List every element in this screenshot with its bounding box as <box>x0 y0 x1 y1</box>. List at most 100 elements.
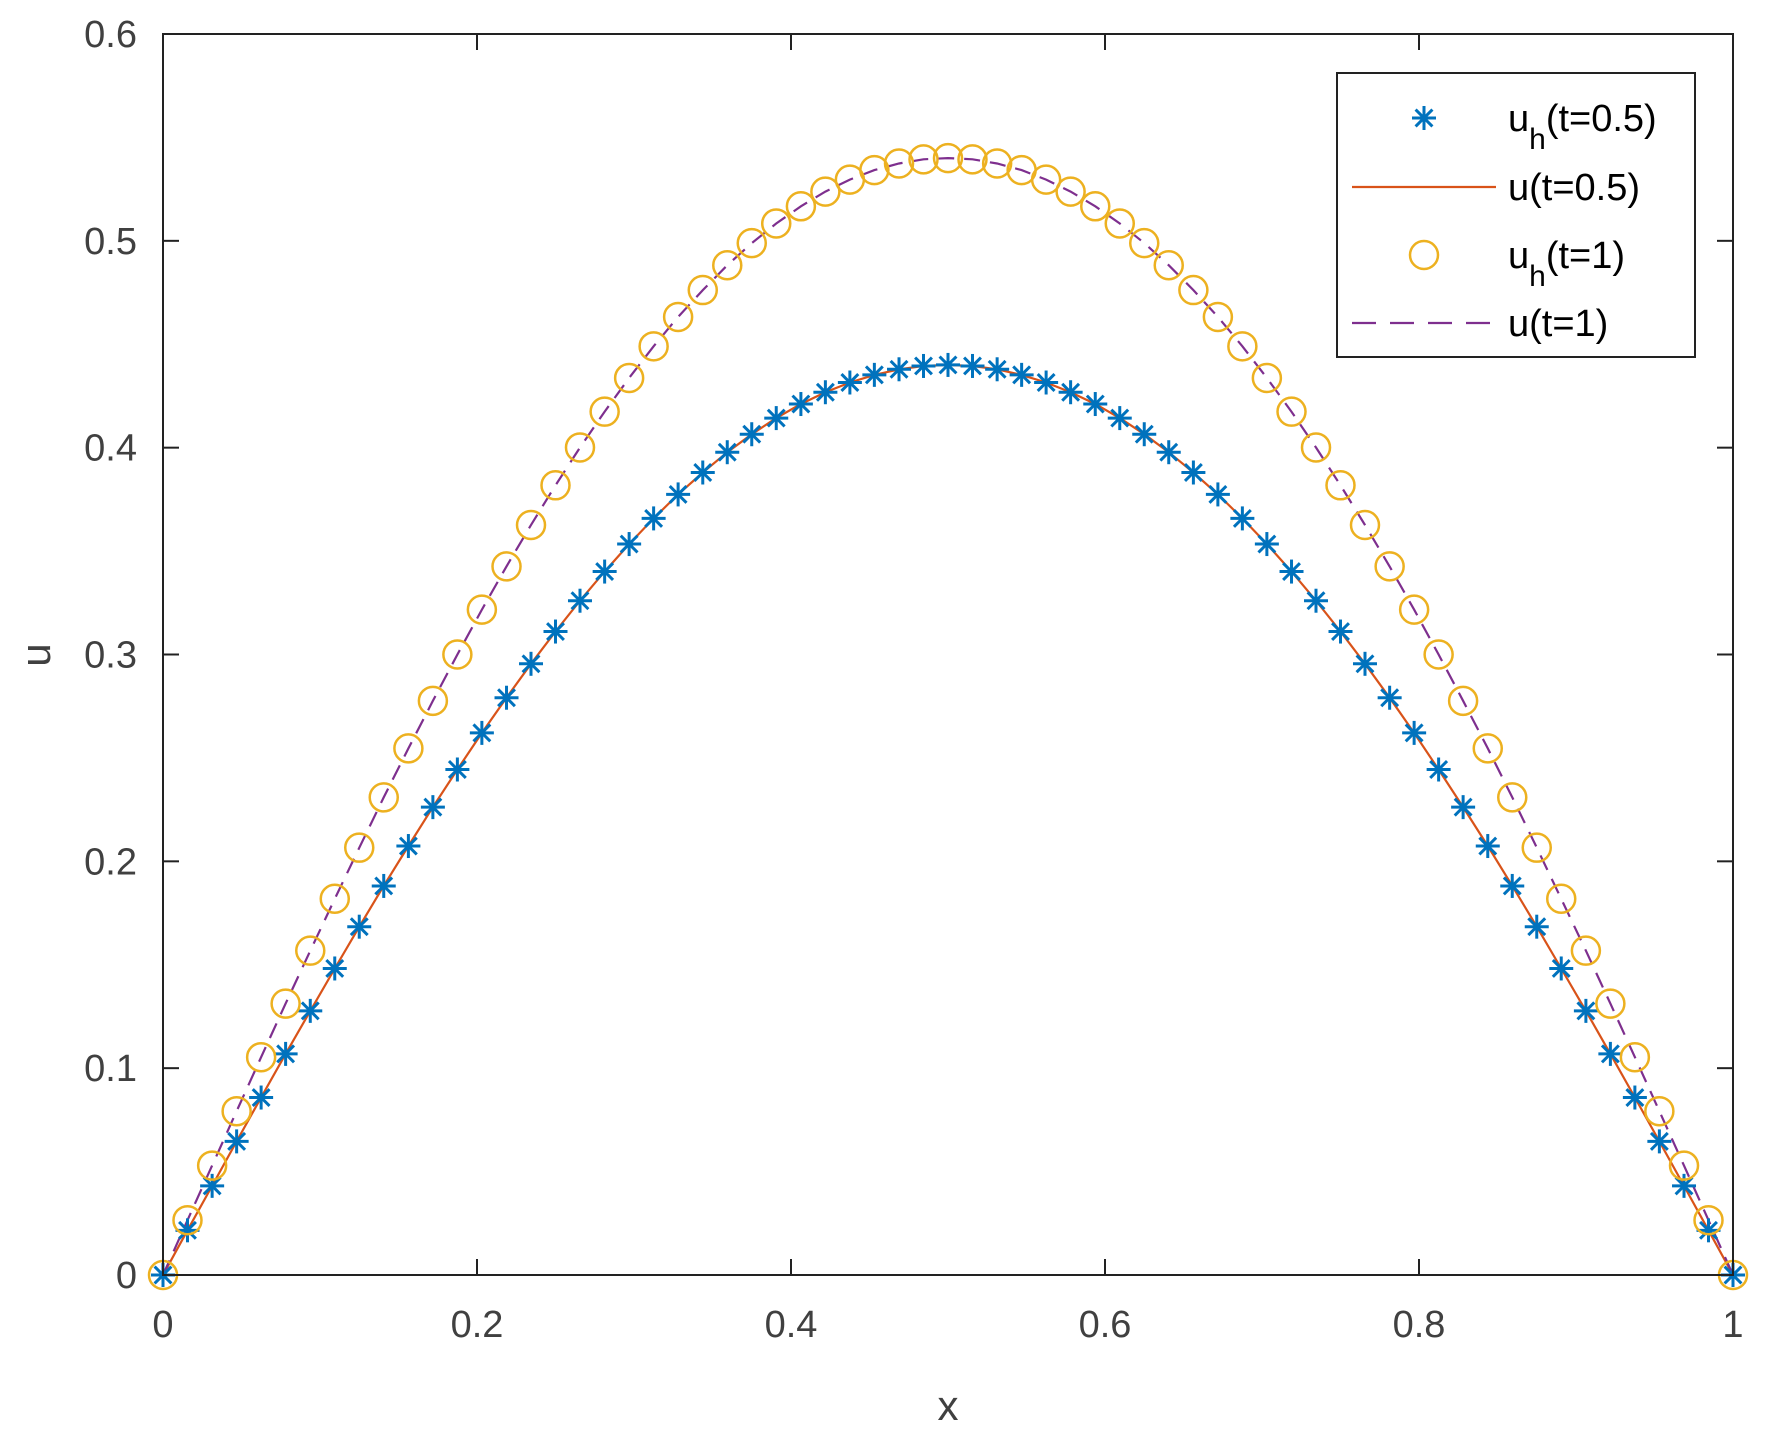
data-point <box>1132 422 1157 447</box>
ticks: 0 0.2 0.4 0.6 0.8 1 0 0.1 0.2 0.3 0.4 0.5 0.6 <box>84 14 1743 1346</box>
data-point <box>1622 1085 1647 1110</box>
data-point <box>1595 988 1626 1019</box>
x-tick-label: 0 <box>152 1304 173 1346</box>
legend-label: uh(t=1) <box>1508 235 1625 293</box>
data-point <box>1083 392 1108 417</box>
data-point <box>739 422 764 447</box>
data-point <box>641 506 666 531</box>
data-point <box>1080 191 1111 222</box>
data-point <box>1349 509 1381 541</box>
legend-asterisk-marker-icon <box>1412 106 1436 130</box>
data-point <box>613 362 645 394</box>
data-point <box>368 782 399 813</box>
data-point <box>810 176 841 207</box>
data-point <box>224 1129 249 1154</box>
data-point <box>420 795 445 820</box>
y-tick-label: 0.6 <box>84 14 137 56</box>
data-point <box>245 1041 277 1073</box>
data-point <box>347 914 372 939</box>
data-point <box>985 357 1010 382</box>
data-point <box>1205 482 1230 507</box>
legend-box <box>1336 72 1696 358</box>
data-point <box>1570 935 1602 966</box>
data-point <box>445 757 470 782</box>
series-markers-u-h-t-0-5- <box>151 352 1745 1287</box>
data-point <box>1644 1095 1675 1127</box>
data-point <box>1619 1041 1651 1073</box>
data-point <box>1279 559 1304 584</box>
data-point <box>1402 720 1427 745</box>
data-point <box>295 935 326 966</box>
legend-label: uh(t=0.5) <box>1508 98 1657 156</box>
data-point <box>932 142 964 174</box>
data-point <box>617 532 642 557</box>
legend-item-u-t-0-5-: u(t=0.5) <box>1352 167 1640 209</box>
data-point <box>957 144 988 175</box>
data-point <box>736 227 767 259</box>
data-point <box>344 832 375 863</box>
data-point <box>887 357 912 382</box>
data-point <box>1178 274 1209 306</box>
legend-label: u(t=0.5) <box>1508 167 1640 209</box>
data-point <box>908 144 939 175</box>
data-point <box>1104 208 1136 239</box>
data-point <box>1251 362 1283 394</box>
data-point <box>764 406 789 431</box>
data-point <box>322 956 347 981</box>
data-point <box>1500 873 1525 898</box>
data-point <box>371 873 396 898</box>
series-line-u-t-0-5- <box>162 363 1734 1276</box>
data-point <box>1300 432 1332 463</box>
data-point <box>417 685 449 717</box>
data-point <box>469 720 494 745</box>
data-point <box>1230 506 1255 531</box>
data-point <box>466 594 498 625</box>
data-point <box>662 301 694 333</box>
data-point <box>1524 914 1549 939</box>
data-point <box>249 1085 274 1110</box>
data-point <box>1328 619 1353 644</box>
data-point <box>981 148 1013 179</box>
data-point <box>273 1041 298 1066</box>
data-point <box>1009 362 1034 387</box>
data-point <box>1156 440 1181 465</box>
data-point <box>1377 685 1402 710</box>
data-point <box>1107 406 1132 431</box>
legend-item-u-h-t-0-5-: uh(t=0.5) <box>1412 98 1657 156</box>
data-point <box>221 1095 252 1127</box>
data-point <box>592 559 617 584</box>
x-tick-label: 0.2 <box>451 1304 504 1346</box>
data-point <box>712 249 743 281</box>
data-point <box>1034 370 1059 395</box>
data-point <box>687 274 719 306</box>
data-point <box>1030 164 1062 195</box>
data-point <box>543 619 568 644</box>
data-point <box>172 1204 203 1236</box>
data-point <box>715 440 740 465</box>
data-point <box>567 588 592 613</box>
data-point <box>638 331 669 362</box>
data-point <box>936 352 960 377</box>
x-axis-label: x <box>938 1382 959 1429</box>
data-point <box>396 834 421 859</box>
data-point <box>666 482 691 507</box>
x-tick-label: 0.8 <box>1393 1304 1446 1346</box>
data-point <box>1426 757 1451 782</box>
data-point <box>491 551 522 582</box>
data-point <box>1447 685 1479 717</box>
data-point <box>393 733 424 764</box>
axes-box <box>162 33 1734 1276</box>
data-point <box>1304 588 1329 613</box>
data-point <box>298 998 323 1023</box>
data-point <box>1693 1204 1724 1236</box>
data-point <box>1374 551 1405 582</box>
x-tick-label: 0.6 <box>1079 1304 1132 1346</box>
data-point <box>1423 639 1454 670</box>
data-point <box>319 883 351 915</box>
y-tick-label: 0.2 <box>84 841 137 883</box>
y-axis-label: u <box>12 643 59 666</box>
data-point <box>1573 998 1598 1023</box>
data-point <box>1276 396 1307 427</box>
data-point <box>1254 532 1279 557</box>
data-point <box>859 154 890 186</box>
